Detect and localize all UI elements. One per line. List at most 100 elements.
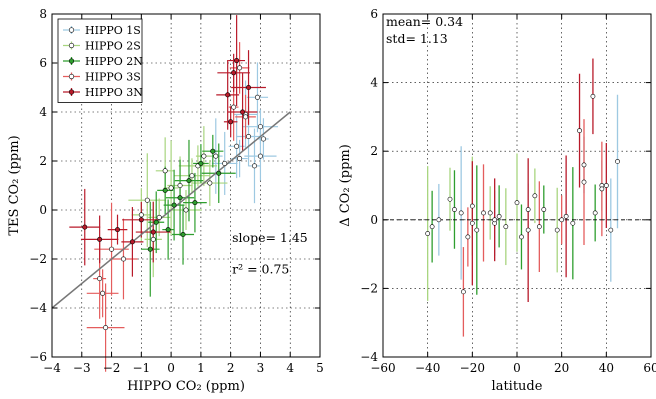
x-tick-label: 0 — [513, 361, 521, 375]
left-ylabel: TES CO₂ (ppm) — [7, 135, 22, 235]
data-point — [201, 153, 207, 159]
data-point — [234, 58, 240, 64]
data-point — [525, 227, 531, 233]
right-ticks — [382, 13, 652, 358]
x-tick-label: 2 — [227, 361, 235, 375]
data-point — [257, 124, 263, 130]
x-tick-label: 0 — [167, 361, 175, 375]
data-point — [503, 224, 509, 230]
data-point — [474, 227, 480, 233]
data-point — [189, 173, 195, 179]
right-std-annotation: std= 1.13 — [386, 31, 448, 46]
data-point — [225, 92, 231, 98]
data-point — [115, 227, 121, 233]
y-tick-label: 2 — [370, 144, 378, 158]
data-point — [599, 186, 605, 192]
data-point — [246, 134, 252, 140]
left-points — [82, 58, 266, 331]
left-axes-frame — [51, 13, 321, 358]
x-tick-label: 4 — [286, 361, 294, 375]
data-point — [138, 217, 144, 223]
left-ticks — [51, 13, 321, 358]
data-point — [541, 207, 547, 212]
y-tick-label: 8 — [39, 7, 47, 21]
left-xlabel: HIPPO CO₂ (ppm) — [127, 379, 245, 394]
x-tick-label: −40 — [415, 361, 440, 375]
fit-line — [51, 111, 291, 309]
data-point — [186, 178, 192, 184]
y-tick-label: 6 — [39, 56, 47, 70]
data-point — [82, 224, 88, 230]
data-point — [429, 224, 435, 230]
data-point — [592, 210, 598, 216]
x-tick-label: −2 — [103, 361, 121, 375]
data-point — [590, 93, 596, 99]
data-point — [216, 170, 222, 176]
y-tick-label: −2 — [360, 281, 378, 295]
data-point — [97, 276, 103, 282]
legend-marker — [68, 58, 75, 64]
y-tick-label: 4 — [370, 76, 378, 90]
right-points — [425, 93, 620, 295]
data-point — [162, 168, 168, 174]
data-point — [177, 195, 183, 201]
data-point — [198, 160, 204, 166]
data-point — [234, 143, 240, 149]
data-point — [165, 227, 171, 233]
data-point — [559, 217, 565, 223]
data-point — [162, 187, 168, 193]
data-point — [103, 325, 109, 331]
data-point — [577, 128, 582, 134]
data-point — [144, 197, 150, 203]
data-point — [100, 290, 106, 296]
data-point — [240, 109, 246, 115]
data-point — [183, 207, 189, 213]
y-tick-label: −2 — [29, 252, 47, 266]
y-tick-label: −4 — [360, 350, 378, 364]
data-point — [469, 203, 475, 209]
data-point — [120, 256, 126, 262]
data-point — [153, 219, 159, 225]
x-tick-label: 5 — [316, 361, 324, 375]
data-point — [168, 185, 174, 191]
data-point — [554, 227, 560, 233]
data-point — [608, 227, 614, 233]
right-errorbars — [427, 58, 619, 337]
data-point — [231, 104, 237, 110]
left-fit-line — [51, 111, 291, 309]
data-point — [563, 213, 569, 219]
data-point — [129, 239, 135, 245]
data-point — [150, 236, 156, 242]
y-tick-label: 6 — [370, 7, 378, 21]
legend-marker — [68, 73, 75, 80]
data-point — [458, 210, 464, 216]
left-slope-annotation: slope= 1.45 — [232, 230, 308, 245]
y-tick-label: 4 — [39, 105, 47, 119]
x-tick-label: 60 — [643, 361, 656, 375]
data-point — [581, 162, 587, 168]
x-tick-label: 3 — [257, 361, 265, 375]
legend-marker — [68, 27, 75, 33]
data-point — [536, 224, 542, 230]
x-tick-label: 40 — [599, 361, 614, 375]
data-point — [254, 94, 260, 100]
legend-label: HIPPO 3S — [85, 71, 141, 84]
right-mean-annotation: mean= 0.34 — [386, 14, 463, 29]
x-tick-label: 20 — [554, 361, 569, 375]
right-ylabel: Δ CO₂ (ppm) — [338, 144, 353, 227]
x-tick-label: −60 — [370, 361, 395, 375]
legend-label: HIPPO 2S — [85, 40, 141, 53]
data-point — [532, 193, 538, 199]
data-point — [180, 232, 186, 238]
data-point — [228, 119, 234, 125]
data-point — [452, 207, 457, 212]
data-point — [210, 148, 216, 154]
data-point — [257, 153, 263, 159]
data-point — [213, 153, 219, 159]
data-point — [436, 217, 442, 223]
x-tick-label: −3 — [73, 361, 91, 375]
data-point — [177, 183, 183, 189]
